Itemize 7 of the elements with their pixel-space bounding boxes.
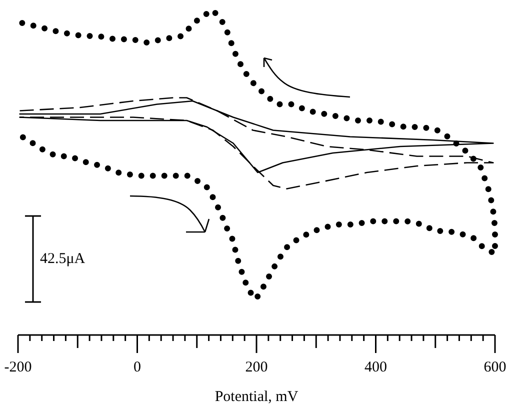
annotation: 42.5μA xyxy=(40,251,86,267)
x-tick-label: 0 xyxy=(134,360,141,376)
x-tick-label: 200 xyxy=(245,360,268,376)
x-tick-label: -200 xyxy=(4,360,32,376)
x-tick-label: 600 xyxy=(484,360,506,376)
x-tick-label: 400 xyxy=(364,360,387,376)
x-axis-title: Potential, mV xyxy=(214,389,298,405)
